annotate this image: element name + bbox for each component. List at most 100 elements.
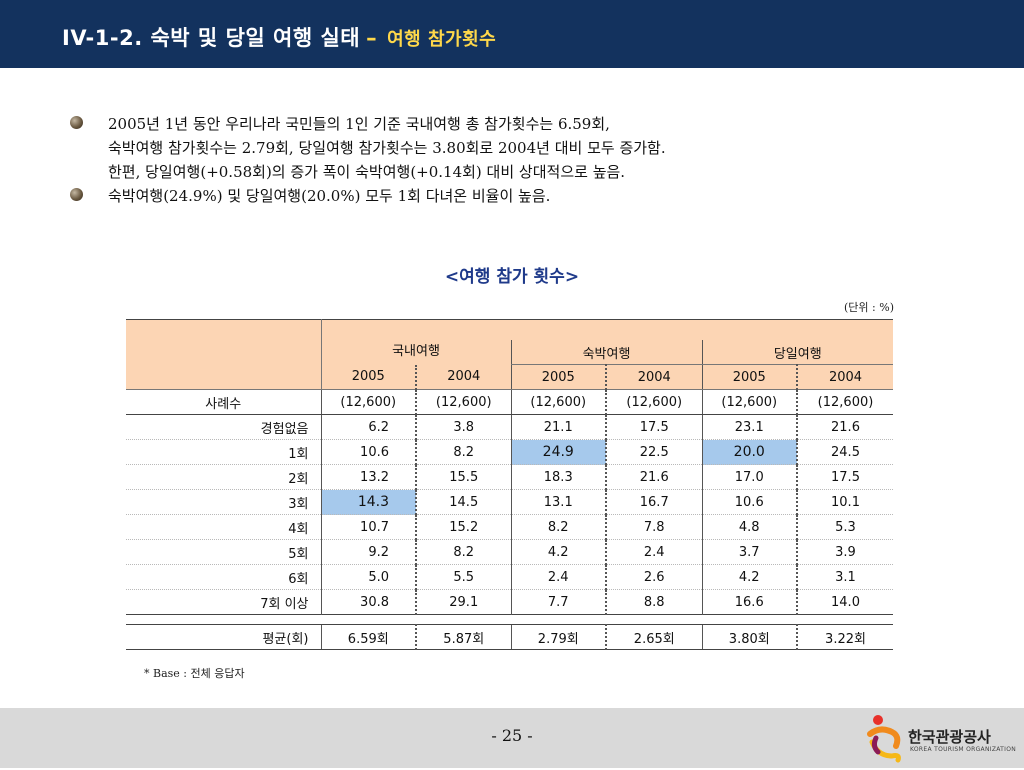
kto-logo: 한국관광공사 KOREA TOURISM ORGANIZATION: [866, 712, 1016, 766]
bullet-dot-icon: [70, 188, 83, 201]
table-cell: 22.5: [605, 439, 702, 465]
table-cell: (12,600): [320, 389, 416, 415]
highlighted-cell: 20.0: [701, 439, 797, 465]
table-cell: 2.65회: [605, 624, 702, 650]
table-row: 3회 14.3 14.5 13.1 16.7 10.6 10.1: [126, 489, 893, 515]
page-title: IV-1-2. 숙박 및 당일 여행 실태 – 여행 참가횟수: [62, 22, 496, 52]
bullet-line: 한편, 당일여행(+0.58회)의 증가 폭이 숙박여행(+0.14회) 대비 …: [108, 163, 626, 181]
table-cell: 29.1: [415, 589, 511, 615]
table-cell: 3.7: [701, 539, 797, 565]
bullet-line: 2005년 1년 동안 우리나라 국민들의 1인 기준 국내여행 총 참가횟수는…: [108, 115, 610, 133]
table-cell: 4.8: [701, 514, 797, 540]
table-cell: 8.2: [415, 439, 511, 465]
table-cell: 3.1: [796, 564, 893, 590]
table-cell: 3.22회: [796, 624, 893, 650]
table-cell: 17.5: [605, 414, 702, 440]
bullet-dot-icon: [70, 116, 83, 129]
page-title-main: IV-1-2. 숙박 및 당일 여행 실태: [62, 26, 361, 50]
table-spacer-cell: [126, 614, 893, 625]
table-cell: 15.2: [415, 514, 511, 540]
table-cell: 2.4: [510, 564, 606, 590]
year-cell: 2004: [415, 364, 511, 390]
table-row: 2회 13.2 15.5 18.3 21.6 17.0 17.5: [126, 464, 893, 490]
row-label: 5회: [126, 539, 321, 565]
summary-bullets: 2005년 1년 동안 우리나라 국민들의 1인 기준 국내여행 총 참가횟수는…: [70, 112, 970, 208]
row-label: 4회: [126, 514, 321, 540]
table-cell: 5.0: [320, 564, 416, 590]
table-cell: (12,600): [605, 389, 702, 415]
table-row: 1회 10.6 8.2 24.9 22.5 20.0 24.5: [126, 439, 893, 465]
table-cell: 10.6: [320, 439, 416, 465]
bullet-item: 2005년 1년 동안 우리나라 국민들의 1인 기준 국내여행 총 참가횟수는…: [70, 112, 970, 184]
table-cell: 18.3: [510, 464, 606, 490]
table-cell: 21.6: [605, 464, 702, 490]
page-title-sub: 여행 참가횟수: [387, 29, 497, 50]
row-label: 1회: [126, 439, 321, 465]
bullet-line: 숙박여행(24.9%) 및 당일여행(20.0%) 모두 1회 다녀온 비율이 …: [108, 187, 551, 205]
kto-logo-icon: [867, 715, 901, 763]
header-row-years: 2005 2004 2005 2004 2005 2004: [126, 364, 893, 390]
table-row: 경험없음 6.2 3.8 21.1 17.5 23.1 21.6: [126, 414, 893, 440]
year-cell: 2005: [510, 364, 606, 390]
table-footnote: * Base : 전체 응답자: [144, 667, 245, 680]
table-cell: 16.6: [701, 589, 797, 615]
row-label: 3회: [126, 489, 321, 515]
table-cell: 10.1: [796, 489, 893, 515]
table-title: <여행 참가 횟수>: [444, 267, 580, 287]
table-cell: 5.5: [415, 564, 511, 590]
header-domestic-cell: 국내여행: [321, 340, 511, 365]
table-cell: 2.4: [605, 539, 702, 565]
highlighted-cell: 14.3: [320, 489, 416, 515]
table-cell: (12,600): [415, 389, 511, 415]
row-label: 사례수: [126, 389, 321, 415]
table-cell: 6.2: [320, 414, 416, 440]
table-cell: 6.59회: [320, 624, 416, 650]
trip-count-table: 국내여행 숙박여행 당일여행 2005 2004 2005 2004 2005 …: [126, 319, 893, 650]
table-cell: (12,600): [701, 389, 797, 415]
average-row: 평균(회) 6.59회 5.87회 2.79회 2.65회 3.80회 3.22…: [126, 624, 893, 650]
year-cell: 2005: [701, 364, 797, 390]
table-row: 7회 이상 30.8 29.1 7.7 8.8 16.6 14.0: [126, 589, 893, 615]
header-row-sub: 국내여행 숙박여행 당일여행: [126, 340, 893, 365]
table-cell: 17.0: [701, 464, 797, 490]
table-row: 4회 10.7 15.2 8.2 7.8 4.8 5.3: [126, 514, 893, 540]
case-row: 사례수 (12,600) (12,600) (12,600) (12,600) …: [126, 389, 893, 415]
table-cell: 2.6: [605, 564, 702, 590]
table-cell: 13.1: [510, 489, 606, 515]
table-cell: 5.87회: [415, 624, 511, 650]
table-cell: (12,600): [510, 389, 606, 415]
table-cell: 21.6: [796, 414, 893, 440]
table-cell: 5.3: [796, 514, 893, 540]
year-cell: 2004: [796, 364, 893, 390]
table-cell: 3.9: [796, 539, 893, 565]
table-cell: 24.5: [796, 439, 893, 465]
table-cell: 14.5: [415, 489, 511, 515]
table-cell: 17.5: [796, 464, 893, 490]
table-cell: 15.5: [415, 464, 511, 490]
table-row: 6회 5.0 5.5 2.4 2.6 4.2 3.1: [126, 564, 893, 590]
row-label: 경험없음: [126, 414, 321, 440]
header-blank-cell: [126, 319, 322, 390]
table-cell: 13.2: [320, 464, 416, 490]
table-cell: 14.0: [796, 589, 893, 615]
header-daytrip-cell: 당일여행: [701, 340, 893, 365]
table-spacer-row: [126, 614, 893, 625]
table-cell: 16.7: [605, 489, 702, 515]
table-cell: 3.80회: [701, 624, 797, 650]
table-cell: 9.2: [320, 539, 416, 565]
row-label: 6회: [126, 564, 321, 590]
header-row-group: [126, 319, 893, 390]
logo-subtext: KOREA TOURISM ORGANIZATION: [910, 746, 1017, 753]
bullet-item: 숙박여행(24.9%) 및 당일여행(20.0%) 모두 1회 다녀온 비율이 …: [70, 184, 970, 208]
row-label: 7회 이상: [126, 589, 321, 615]
table-cell: 7.7: [510, 589, 606, 615]
table-cell: 10.6: [701, 489, 797, 515]
row-label: 평균(회): [126, 624, 321, 650]
table-cell: 4.2: [701, 564, 797, 590]
page-number: - 25 -: [491, 726, 533, 745]
table-cell: 30.8: [320, 589, 416, 615]
header-bar: IV-1-2. 숙박 및 당일 여행 실태 – 여행 참가횟수: [0, 0, 1024, 68]
table-cell: 3.8: [415, 414, 511, 440]
table-cell: 8.2: [510, 514, 606, 540]
table-cell: 10.7: [320, 514, 416, 540]
